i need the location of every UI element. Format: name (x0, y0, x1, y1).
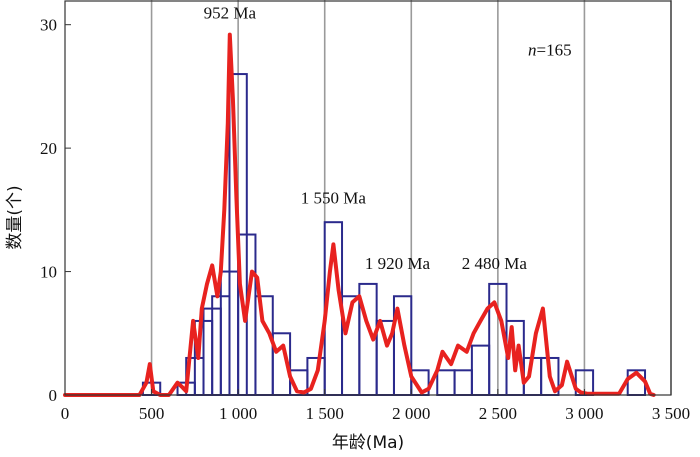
peak-annotations: 952 Ma 1 550 Ma 1 920 Ma 2 480 Ma n=165 (204, 4, 572, 274)
peak-annotation: 2 480 Ma (462, 254, 528, 273)
histogram-bar (436, 369, 456, 396)
histogram-bar (470, 344, 491, 396)
x-tick-label: 1 000 (219, 404, 257, 423)
y-tick-label: 30 (40, 16, 57, 35)
peak-annotation: n=165 (528, 41, 572, 60)
y-axis-ticks: 0 10 20 30 (40, 16, 71, 405)
x-tick-label: 2 000 (392, 404, 430, 423)
histogram-bar (254, 295, 274, 396)
peak-annotation: 1 550 Ma (301, 189, 367, 208)
x-tick-label: 3 000 (565, 404, 603, 423)
peak-annotation: 1 920 Ma (365, 254, 431, 273)
histogram-bars (141, 73, 647, 396)
y-tick-label: 0 (49, 386, 58, 405)
x-tick-label: 500 (139, 404, 165, 423)
peak-annotation: 952 Ma (204, 4, 257, 23)
y-tick-label: 20 (40, 139, 57, 158)
x-axis-ticks: 0 500 1 000 1 500 2 000 2 500 3 000 3 500 (61, 389, 690, 423)
plot-frame (64, 0, 672, 396)
x-tick-label: 2 500 (479, 404, 517, 423)
x-tick-label: 0 (61, 404, 70, 423)
y-tick-label: 10 (40, 263, 57, 282)
x-tick-label: 1 500 (306, 404, 344, 423)
x-axis-title: 年龄(Ma) (332, 433, 404, 453)
x-tick-label: 3 500 (652, 404, 690, 423)
histogram-bar (453, 369, 473, 396)
y-axis-title: 数量(个) (5, 185, 25, 249)
density-curve (63, 32, 656, 397)
